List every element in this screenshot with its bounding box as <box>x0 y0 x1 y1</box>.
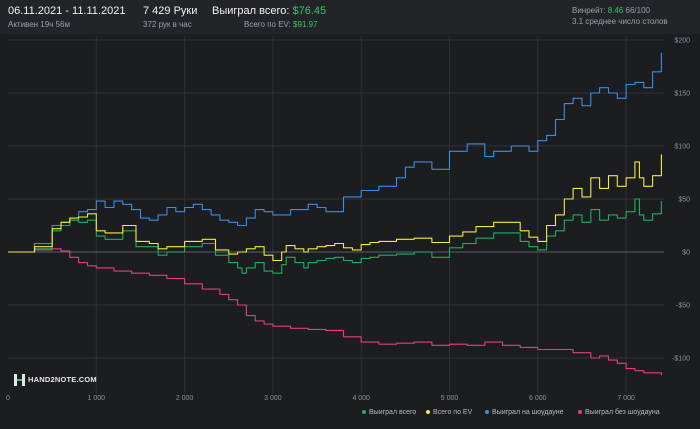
winrate-sample: 66/100 <box>625 6 650 15</box>
hand2note-logo-text: HAND2NOTE.COM <box>28 374 97 384</box>
winrate: Винрейт: 8.46 66/100 <box>572 6 650 15</box>
winrate-label: Винрейт: <box>572 6 606 15</box>
series-line-2 <box>8 52 662 253</box>
series-line-1 <box>8 154 662 262</box>
y-tick-label: $100 <box>674 144 690 151</box>
y-tick-label: -$100 <box>672 356 690 363</box>
x-tick-label: 3 000 <box>264 395 282 402</box>
x-tick-label: 6 000 <box>529 395 547 402</box>
legend-dot-icon <box>485 410 489 415</box>
ev-label: Всего по EV: <box>244 20 291 29</box>
legend-label: Выиграл на шоудауне <box>492 409 564 416</box>
y-tick-label: $200 <box>674 38 690 45</box>
x-tick-label: 0 <box>6 395 10 402</box>
series-line-3 <box>8 248 662 375</box>
stats-header <box>0 0 700 34</box>
chart-grid <box>8 37 664 393</box>
hands-per-hour: 372 рук в час <box>143 20 192 29</box>
active-time: Активен 19ч 56м <box>8 20 70 29</box>
legend-item-showdown[interactable]: Выиграл на шоудауне <box>485 409 564 416</box>
y-axis-tick-labels: $200 $150 $100 $50 $0 -$50 -$100 <box>672 38 690 363</box>
legend-label: Выиграл всего <box>369 409 417 416</box>
hand2note-logo-icon <box>14 374 25 386</box>
legend-label: Всего по EV <box>433 409 473 416</box>
y-tick-label: $0 <box>682 250 690 257</box>
hands-count: 7 429 Руки <box>143 5 198 17</box>
y-tick-label: $150 <box>674 91 690 98</box>
winrate-value: 8.46 <box>607 6 624 15</box>
legend-dot-icon <box>362 410 366 415</box>
legend-item-nonshowdown[interactable]: Выиграл без шоудауна <box>578 409 660 416</box>
legend-item-won[interactable]: Выиграл всего <box>362 409 416 416</box>
y-tick-label: -$50 <box>676 303 690 310</box>
avg-tables: 3.1 среднее число столов <box>572 17 668 26</box>
legend-dot-icon <box>426 410 430 415</box>
won-total: Выиграл всего: $76.45 <box>212 5 326 17</box>
ev-value: $91.97 <box>293 20 318 29</box>
hand2note-logo: HAND2NOTE.COM <box>14 374 97 386</box>
won-value: $76.45 <box>292 5 327 17</box>
x-axis-tick-labels: 0 1 000 2 000 3 000 4 000 5 000 6 000 7 000 <box>6 395 635 402</box>
y-tick-label: $50 <box>678 197 690 204</box>
ev-total: Всего по EV: $91.97 <box>244 20 318 29</box>
x-tick-label: 1 000 <box>88 395 106 402</box>
legend-dot-icon <box>578 410 582 415</box>
won-label: Выиграл всего: <box>212 5 290 17</box>
x-tick-label: 4 000 <box>352 395 370 402</box>
chart-series <box>8 52 662 375</box>
x-tick-label: 2 000 <box>176 395 194 402</box>
date-range: 06.11.2021 - 11.11.2021 <box>8 5 126 17</box>
legend-label: Выиграл без шоудауна <box>585 409 660 416</box>
legend-item-ev[interactable]: Всего по EV <box>426 409 472 416</box>
x-tick-label: 7 000 <box>617 395 635 402</box>
x-tick-label: 5 000 <box>441 395 459 402</box>
series-line-0 <box>8 198 662 274</box>
